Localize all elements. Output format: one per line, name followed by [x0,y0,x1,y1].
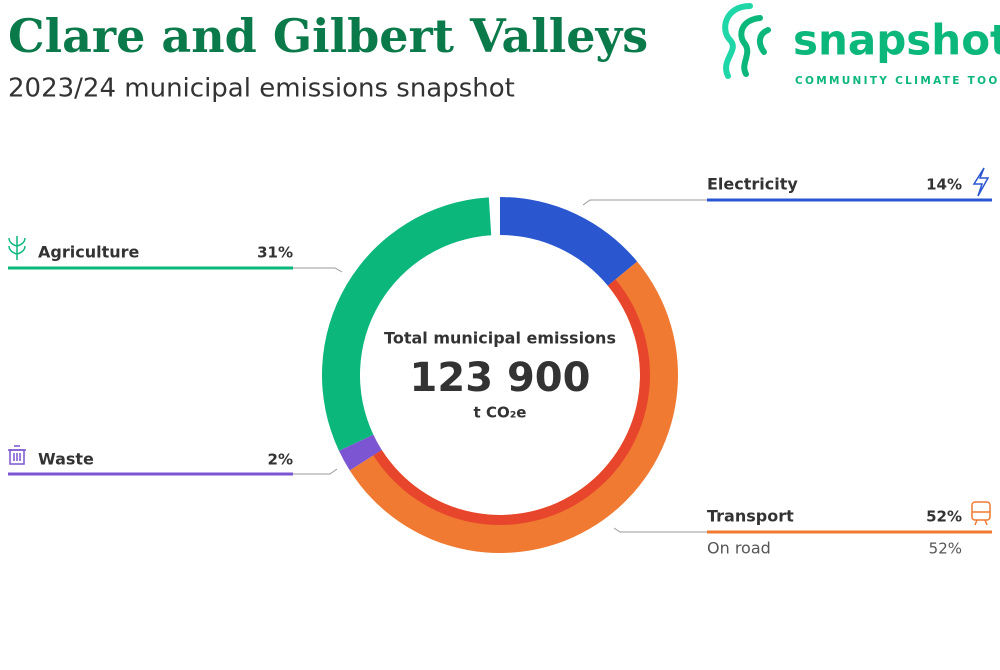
center-label: Total municipal emissions [384,329,616,348]
logo-mark [738,15,763,77]
sub-segment [373,279,650,525]
waste-icon [8,445,26,465]
logo-name: snapshot [793,16,1000,65]
logo-tagline: COMMUNITY CLIMATE TOOL [795,75,1000,87]
electricity-icon [972,167,990,197]
sub-percent: 52% [929,540,962,558]
leader-line [613,527,707,533]
percent-label: 31% [257,244,293,262]
category-label: Agriculture [38,243,140,262]
donut-segment [500,197,638,286]
percent-label: 14% [926,176,962,194]
leader-line [293,468,338,475]
title: Clare and Gilbert Valleys [8,9,648,63]
subtitle: 2023/24 municipal emissions snapshot [8,74,515,104]
donut-segment [338,434,382,471]
donut-segment [322,197,492,451]
logo [722,3,771,79]
leader-line [293,267,343,273]
logo-mark [722,3,753,79]
transport-icon [971,501,991,526]
leader-line [582,199,707,206]
logo-mark [756,27,771,55]
total: 123 900 [410,355,591,401]
percent-label: 52% [926,508,962,526]
percent-label: 2% [268,451,293,469]
sub-label: On road [707,539,771,558]
category-label: Electricity [707,175,798,194]
category-label: Transport [707,507,794,526]
unit: t CO₂e [474,404,527,422]
category-label: Waste [38,450,94,469]
agriculture-icon [8,236,26,260]
